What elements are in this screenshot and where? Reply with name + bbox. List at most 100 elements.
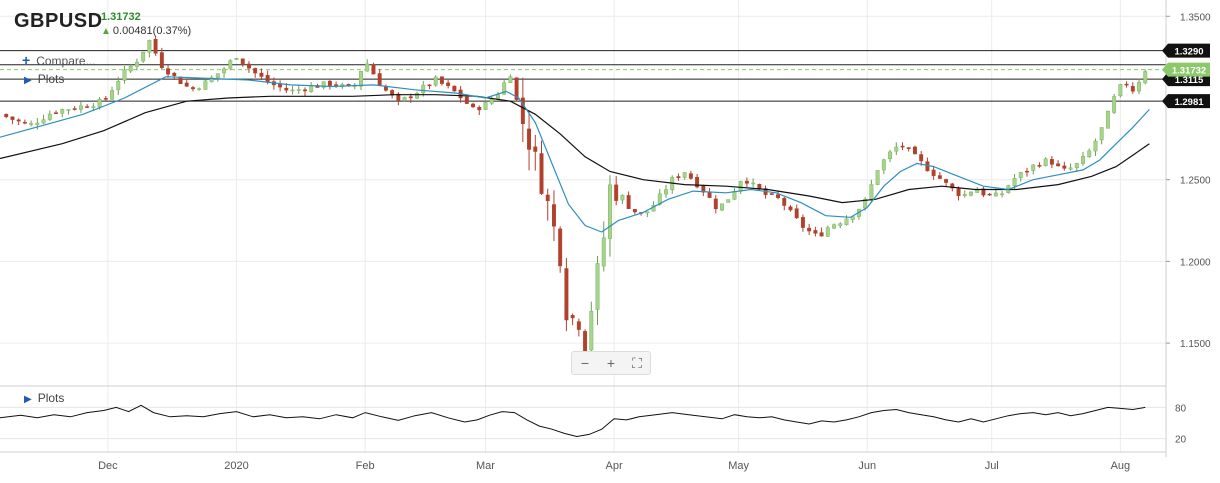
last-price-label-box (1162, 62, 1210, 77)
candle-up (1018, 172, 1023, 179)
candle-up (601, 237, 606, 267)
candle-up (415, 92, 419, 99)
candle-up (1099, 127, 1104, 141)
level-label-text: 1.3115 (1175, 75, 1204, 86)
compare-button[interactable]: + Compare... (22, 52, 96, 68)
candle-up (1012, 178, 1017, 187)
candle-down (713, 198, 718, 210)
candle-up (645, 211, 650, 214)
candle-up (122, 69, 127, 81)
grid (0, 0, 1166, 452)
candle-up (365, 63, 370, 72)
candle-down (813, 230, 818, 234)
candle-up (993, 192, 998, 197)
level-label-box (1162, 94, 1210, 109)
x-tick-label: Mar (476, 460, 495, 472)
candle-down (284, 87, 289, 91)
candle-down (159, 52, 164, 68)
candle-down (16, 119, 21, 122)
candle-up (97, 99, 102, 108)
candle-down (184, 82, 189, 87)
candle-down (794, 208, 799, 219)
candle-up (502, 82, 507, 95)
candle-up (489, 98, 494, 104)
candle-down (906, 147, 911, 149)
candle-down (464, 96, 469, 104)
candle-down (240, 58, 245, 64)
plots-label: Plots (37, 72, 65, 86)
candle-up (66, 109, 71, 111)
candle-up (1068, 167, 1073, 170)
x-tick-label: 2020 (224, 460, 248, 472)
candle-up (147, 39, 152, 53)
candle-down (334, 84, 339, 87)
candle-up (359, 71, 363, 87)
candle-up (134, 61, 139, 67)
plots-toggle-lower[interactable]: ▶ Plots (24, 391, 64, 405)
candle-down (632, 209, 637, 213)
candle-down (807, 227, 812, 232)
level-label-box (1162, 43, 1210, 58)
candle-up (215, 73, 220, 79)
slow-ma-line (0, 94, 1150, 204)
candle-up (290, 89, 295, 92)
candle-up (875, 170, 880, 185)
candle-up (1143, 71, 1148, 84)
candle-down (776, 194, 780, 198)
candle-down (551, 204, 556, 227)
candle-down (477, 107, 482, 111)
oscillator-panel: 80 20 (0, 403, 1187, 446)
candle-up (1137, 82, 1141, 92)
candle-down (944, 179, 949, 183)
candle-up (203, 80, 208, 90)
candle-up (110, 90, 114, 100)
candle-down (676, 176, 681, 179)
candle-down (539, 153, 544, 194)
level-label-text: 1.3290 (1174, 47, 1203, 58)
last-price-label-text: 1.31732 (1172, 66, 1206, 77)
candle-up (595, 263, 600, 310)
fullscreen-button[interactable]: ⛶ (624, 352, 650, 374)
candle-up (1043, 158, 1048, 166)
candle-up (738, 181, 743, 192)
symbol-title: GBPUSD (14, 10, 103, 32)
candle-up (682, 172, 687, 178)
candle-down (564, 268, 569, 321)
candle-down (800, 217, 805, 228)
candle-down (744, 180, 749, 184)
candle-down (937, 175, 942, 179)
zoom-out-button[interactable]: − (572, 352, 598, 374)
candle-down (1062, 165, 1067, 169)
candle-up (825, 227, 830, 237)
candle-down (570, 315, 575, 319)
axes: 1.3500 1.2500 1.2000 1.1500 Dec 2020 Feb Mar Apr… (0, 0, 1211, 472)
candle-up (1031, 164, 1036, 171)
candle-down (247, 63, 251, 69)
candle-down (103, 98, 108, 100)
zoom-in-button[interactable]: + (598, 352, 624, 374)
candle-down (1124, 83, 1129, 86)
candle-up (969, 191, 973, 196)
candle-up (844, 218, 849, 225)
plots-lower-label: Plots (37, 391, 65, 405)
candle-up (296, 89, 301, 91)
candle-down (1049, 159, 1054, 165)
candle-down (253, 68, 258, 74)
candle-down (172, 72, 177, 76)
candle-down (439, 76, 444, 84)
candle-up (141, 51, 146, 62)
candle-down (327, 80, 332, 86)
candle-down (72, 108, 77, 110)
candle-up (975, 189, 980, 193)
candle-up (620, 195, 625, 201)
price-labels: 1.3290 1.3115 1.2981 1.31732 (1162, 43, 1210, 109)
candle-down (900, 145, 905, 148)
plots-toggle[interactable]: ▶ Plots (24, 72, 64, 86)
candle-up (78, 105, 83, 110)
candle-down (558, 228, 563, 267)
candle-up (1087, 150, 1092, 158)
candle-up (832, 224, 837, 229)
candles (4, 36, 1148, 362)
